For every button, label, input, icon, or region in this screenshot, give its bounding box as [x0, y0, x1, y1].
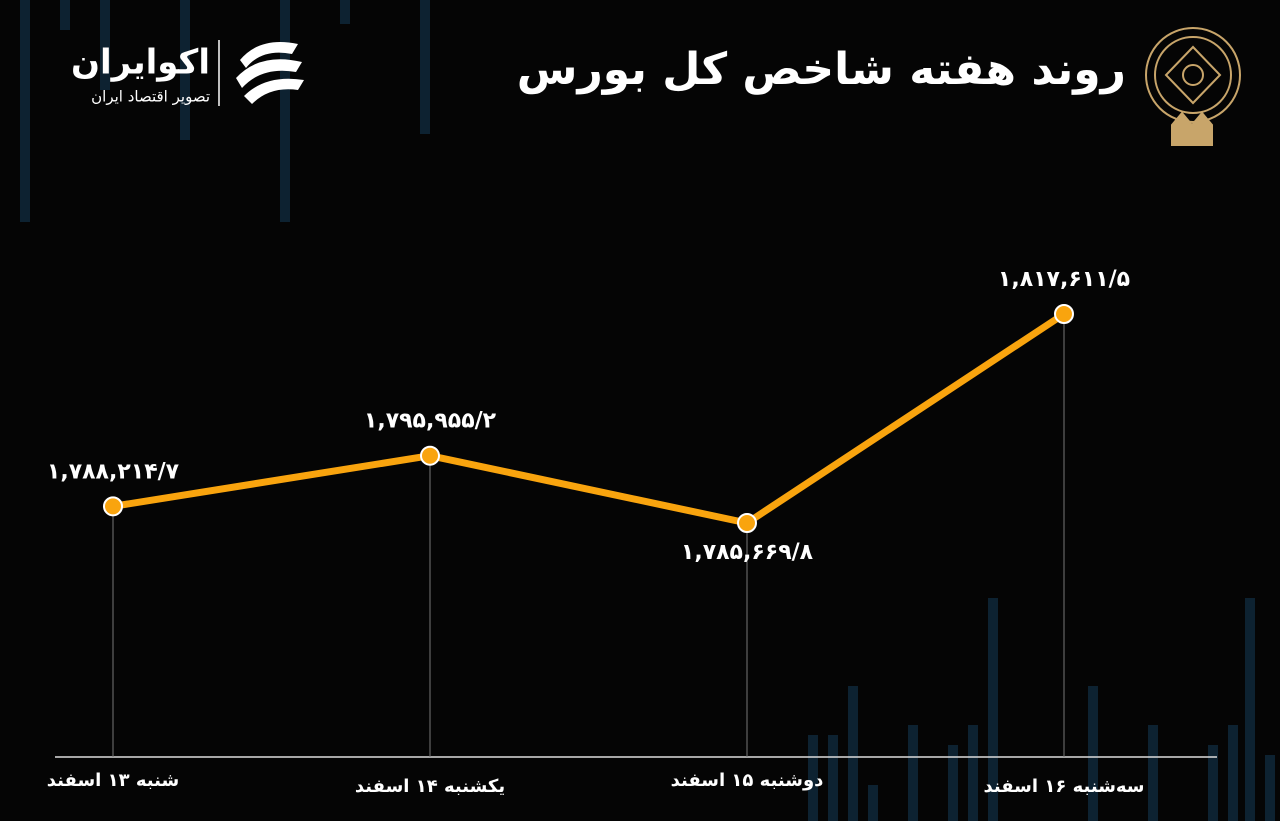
chart-title: روند هفته شاخص کل بورس [517, 44, 1126, 95]
brand-tagline: تصویر اقتصاد ایران [91, 88, 210, 106]
brand-name: اکوایران [71, 43, 210, 83]
series-line [112, 311, 1066, 527]
value-label: ۱,۷۸۵,۶۶۹/۸ [681, 540, 814, 565]
value-label: ۱,۷۹۵,۹۵۵/۲ [364, 409, 497, 434]
point [420, 445, 440, 466]
x-tick-label: سه‌شنبه ۱۶ اسفند [983, 776, 1144, 797]
value-label: ۱,۷۸۸,۲۱۴/۷ [47, 459, 180, 484]
background-decoration [20, 0, 1275, 821]
emblem [1145, 27, 1241, 146]
x-tick-label: شنبه ۱۳ اسفند [47, 770, 179, 791]
x-tick-label: یکشنبه ۱۴ اسفند [355, 776, 505, 797]
brand-icon [236, 42, 304, 104]
point [737, 513, 757, 533]
x-tick-label: دوشنبه ۱۵ اسفند [671, 770, 824, 791]
point [103, 496, 123, 517]
value-label: ۱,۸۱۷,۶۱۱/۵ [998, 267, 1130, 292]
point [1054, 304, 1074, 324]
